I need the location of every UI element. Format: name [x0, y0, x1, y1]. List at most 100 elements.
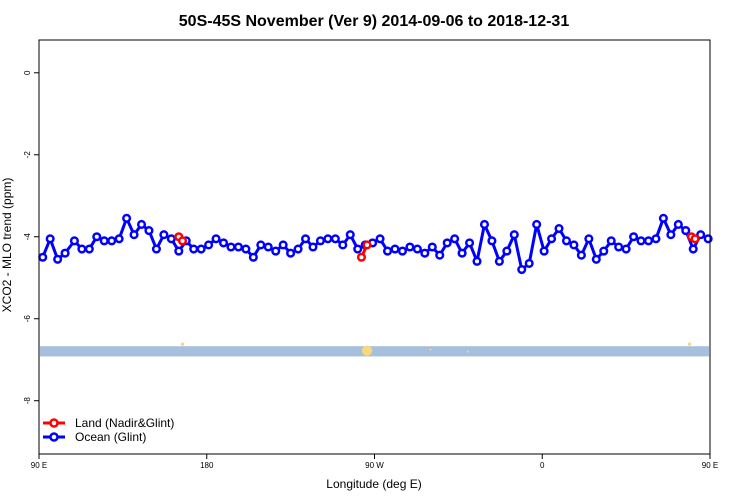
legend-label-1: Ocean (Glint): [75, 430, 146, 444]
ocean-point-71: [569, 240, 579, 250]
legend-label-0: Land (Nadir&Glint): [75, 416, 174, 430]
x-tick-label-3: 0: [540, 461, 545, 470]
ocean-point-85: [673, 219, 683, 230]
ocean-point-87: [688, 244, 698, 254]
ocean-point-53: [435, 250, 445, 260]
land-point-0-1: [177, 236, 188, 246]
ocean-point-39: [330, 234, 340, 244]
ocean-point-78: [621, 244, 631, 254]
ocean-point-45: [375, 234, 385, 244]
ocean-point-35: [300, 234, 311, 244]
y-tick-label-0: 0: [23, 70, 32, 75]
ocean-point-24: [218, 238, 229, 248]
ocean-point-36: [308, 242, 318, 252]
y-tick-label-2: -4: [23, 233, 32, 241]
legend: Land (Nadir&Glint)Ocean (Glint): [43, 416, 174, 444]
ocean-point-31: [271, 246, 281, 256]
ocean-point-21: [196, 244, 206, 254]
ocean-point-58: [472, 256, 482, 266]
ocean-point-3: [60, 248, 70, 258]
ocean-point-47: [390, 244, 400, 254]
ocean-point-66: [532, 219, 542, 230]
y-axis-label: XCO2 - MLO trend (ppm): [0, 178, 14, 313]
ocean-point-59: [479, 219, 490, 230]
ocean-point-4: [69, 236, 79, 246]
ocean-point-26: [233, 242, 243, 252]
ocean-point-10: [114, 234, 124, 244]
ocean-point-14: [144, 226, 154, 236]
ocean-point-6: [84, 244, 94, 254]
ocean-point-34: [293, 244, 303, 254]
ocean-point-57: [465, 238, 475, 248]
ocean-point-2: [53, 254, 63, 264]
ocean-point-77: [614, 242, 624, 252]
x-tick-label-2: 90 W: [365, 461, 384, 470]
ocean-point-83: [658, 213, 668, 223]
ocean-point-49: [405, 242, 415, 252]
ocean-point-74: [591, 254, 601, 264]
band-marker-2: [429, 348, 432, 351]
y-tick-label-1: -2: [23, 151, 32, 159]
ocean-point-40: [338, 240, 348, 250]
ocean-point-55: [450, 234, 460, 244]
ocean-point-73: [584, 234, 594, 244]
ocean-point-27: [241, 244, 251, 254]
ocean-point-54: [442, 238, 452, 248]
chart-title: 50S-45S November (Ver 9) 2014-09-06 to 2…: [179, 13, 570, 30]
ocean-point-15: [151, 244, 161, 254]
ocean-point-8: [99, 236, 109, 246]
y-tick-label-3: -6: [23, 315, 32, 323]
ocean-point-52: [427, 242, 437, 252]
ocean-point-11: [122, 213, 132, 223]
ocean-point-33: [286, 248, 296, 258]
ocean-point-29: [256, 240, 266, 250]
ocean-point-37: [315, 236, 325, 246]
y-tick-label-4: -8: [23, 397, 32, 405]
ocean-point-82: [651, 234, 661, 244]
ocean-point-16: [159, 230, 169, 240]
ocean-point-80: [636, 236, 646, 246]
ocean-point-28: [248, 252, 258, 262]
x-tick-label-0: 90 E: [31, 461, 47, 470]
ocean-point-17: [166, 234, 176, 244]
ocean-point-25: [226, 242, 236, 252]
ocean-point-0: [38, 252, 48, 262]
ocean-point-81: [643, 236, 654, 246]
ocean-point-84: [666, 230, 676, 240]
ocean-point-9: [107, 236, 117, 246]
ocean-point-20: [189, 244, 199, 254]
ocean-point-41: [345, 230, 355, 240]
ocean-point-18: [174, 246, 184, 256]
ocean-point-75: [599, 246, 609, 256]
ocean-point-68: [547, 234, 557, 244]
x-tick-label-1: 180: [200, 461, 214, 470]
ocean-point-63: [509, 230, 519, 240]
ocean-point-22: [204, 240, 214, 250]
band-marker-3: [466, 350, 469, 353]
ocean-point-13: [136, 219, 147, 230]
legend-marker-1: [49, 432, 59, 442]
sample-band: [40, 346, 709, 357]
ocean-point-48: [397, 246, 408, 256]
band-marker-0: [180, 342, 185, 346]
ocean-point-61: [494, 256, 504, 266]
ocean-point-12: [129, 230, 139, 240]
ocean-point-65: [524, 258, 534, 268]
ocean-point-64: [517, 264, 527, 275]
land-point-1-0: [356, 252, 367, 262]
ocean-point-7: [92, 232, 102, 242]
ocean-point-69: [554, 224, 564, 234]
legend-marker-0: [49, 418, 59, 428]
ocean-point-23: [211, 234, 221, 244]
x-tick-label-4: 90 E: [702, 461, 718, 470]
ocean-point-46: [382, 246, 393, 256]
ocean-point-30: [263, 242, 273, 252]
ocean-point-5: [77, 244, 87, 254]
ocean-point-38: [323, 234, 333, 244]
ocean-point-60: [487, 236, 497, 246]
plot-area: [38, 213, 713, 357]
band-marker-1: [361, 345, 373, 356]
ocean-point-51: [420, 248, 430, 258]
ocean-point-76: [606, 236, 616, 246]
